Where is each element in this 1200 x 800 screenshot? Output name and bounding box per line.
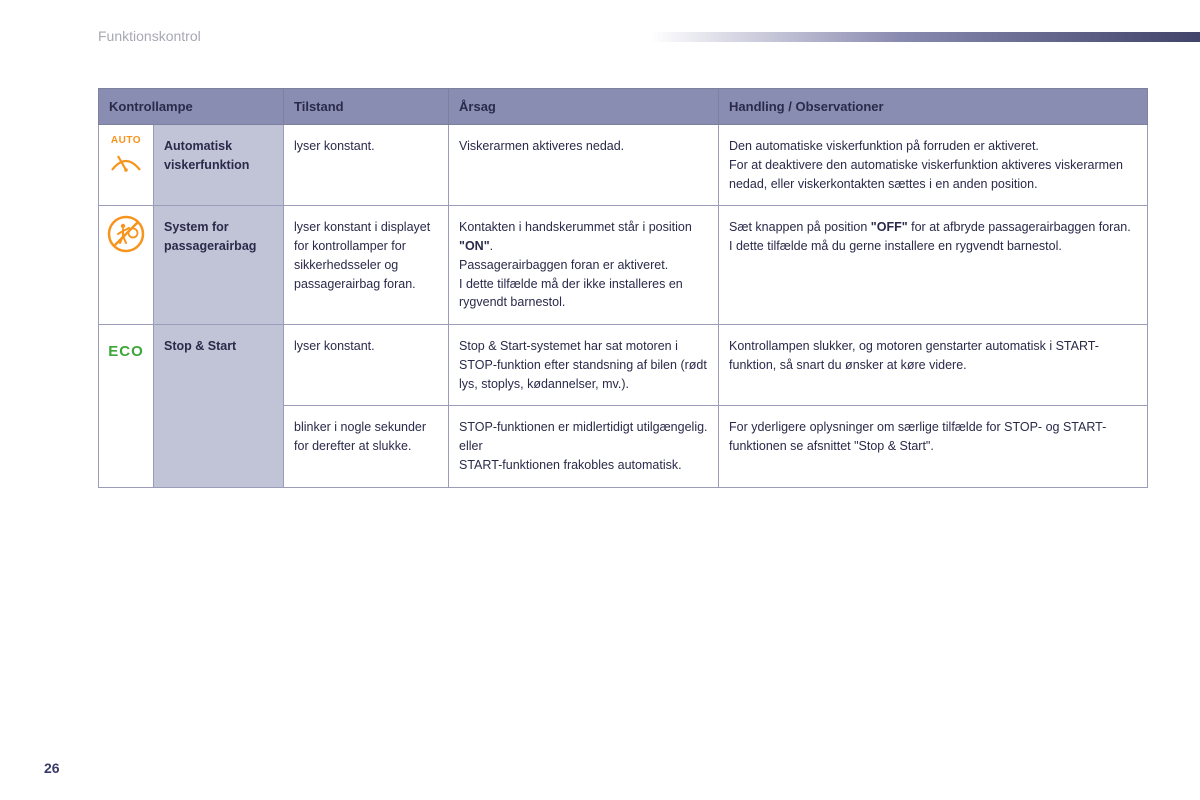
page-number: 26 <box>44 760 60 776</box>
cause-cell: Kontakten i handskerummet står i positio… <box>449 206 719 325</box>
cause-cell: STOP-funktionen er midlertidigt utilgæng… <box>449 406 719 487</box>
state-cell: lyser konstant. <box>284 325 449 406</box>
table-header-row: Kontrollampe Tilstand Årsag Handling / O… <box>99 89 1148 125</box>
cause-text: eller <box>459 439 483 453</box>
state-cell: blinker i nogle sekunder for derefter at… <box>284 406 449 487</box>
action-cell: Kontrollampen slukker, og motoren gensta… <box>719 325 1148 406</box>
cause-cell: Viskerarmen aktiveres nedad. <box>449 125 719 206</box>
cause-text: START-funktionen frakobles automatisk. <box>459 458 682 472</box>
action-text: Den automatiske viskerfunktion på forrud… <box>729 139 1039 153</box>
state-cell: lyser konstant. <box>284 125 449 206</box>
th-aarsag: Årsag <box>449 89 719 125</box>
action-cell: Sæt knappen på position "OFF" for at afb… <box>719 206 1148 325</box>
name-cell: Stop & Start <box>154 325 284 488</box>
th-kontrollampe: Kontrollampe <box>99 89 284 125</box>
eco-icon: ECO <box>103 341 149 364</box>
table-row: AUTO Automatisk viskerfunktion lyser kon… <box>99 125 1148 206</box>
section-title: Funktionskontrol <box>98 28 201 44</box>
action-text: Sæt knappen på position <box>729 220 871 234</box>
icon-cell-airbag <box>99 206 154 325</box>
indicator-table: Kontrollampe Tilstand Årsag Handling / O… <box>98 88 1148 488</box>
action-text: for at afbryde passagerairbaggen foran. <box>908 220 1131 234</box>
name-cell: System for passagerairbag <box>154 206 284 325</box>
table-row: System for passagerairbag lyser konstant… <box>99 206 1148 325</box>
cause-bold: "ON" <box>459 239 490 253</box>
header-gradient-bar <box>650 32 1200 42</box>
action-cell: Den automatiske viskerfunktion på forrud… <box>719 125 1148 206</box>
state-cell: lyser konstant i displayet for kontrolla… <box>284 206 449 325</box>
icon-cell-eco: ECO <box>99 325 154 488</box>
cause-text: Kontakten i handskerummet står i positio… <box>459 220 692 234</box>
cause-text: I dette tilfælde må der ikke installeres… <box>459 277 683 310</box>
cause-text: Passagerairbaggen foran er aktiveret. <box>459 258 668 272</box>
action-text: For at deaktivere den automatiske visker… <box>729 158 1123 191</box>
cause-cell: Stop & Start-systemet har sat motoren i … <box>449 325 719 406</box>
cause-text: . <box>490 239 493 253</box>
action-bold: "OFF" <box>871 220 908 234</box>
action-cell: For yderligere oplysninger om særlige ti… <box>719 406 1148 487</box>
cause-text: STOP-funktionen er midlertidigt utilgæng… <box>459 420 708 434</box>
icon-cell-auto-wiper: AUTO <box>99 125 154 206</box>
name-cell: Automatisk viskerfunktion <box>154 125 284 206</box>
airbag-off-icon <box>106 214 146 254</box>
th-handling: Handling / Observationer <box>719 89 1148 125</box>
action-text: I dette tilfælde må du gerne installere … <box>729 239 1062 253</box>
th-tilstand: Tilstand <box>284 89 449 125</box>
table-row: ECO Stop & Start lyser konstant. Stop & … <box>99 325 1148 406</box>
auto-label: AUTO <box>103 133 149 148</box>
wiper-icon <box>108 150 144 174</box>
